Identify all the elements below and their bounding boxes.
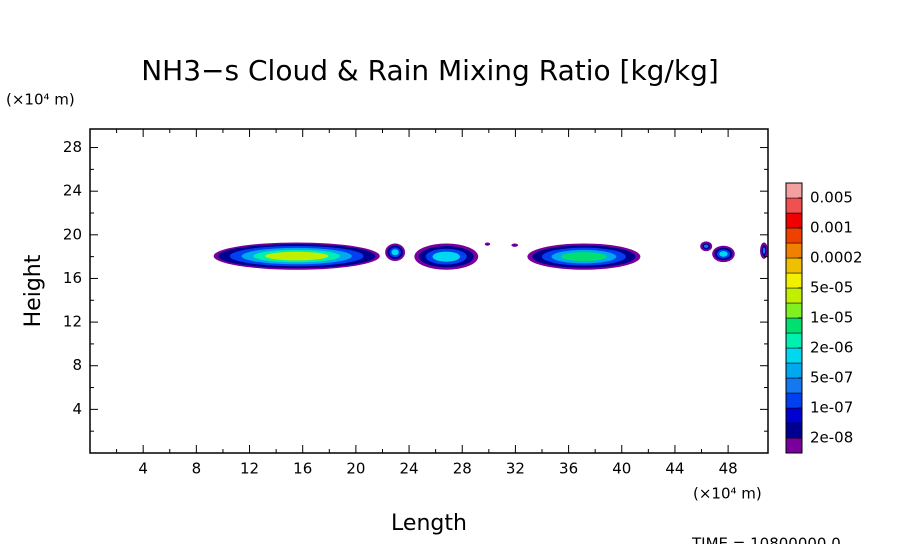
colorbar-swatch	[785, 287, 803, 304]
y-tick-label: 12	[63, 313, 82, 331]
cloud-level	[703, 244, 709, 248]
footer: TIME = 10800000.0	[691, 535, 841, 544]
x-tick-label: 48	[719, 460, 738, 478]
x-tick-label: 28	[453, 460, 472, 478]
cloud-level	[486, 243, 489, 245]
y-tick-label: 24	[63, 182, 82, 200]
x-tick-label: 16	[293, 460, 312, 478]
y-tick-label: 20	[63, 225, 82, 243]
x-tick-label: 24	[400, 460, 419, 478]
colorbar-label: 2e-08	[810, 429, 853, 447]
y-unit: (×10⁴ m)	[6, 91, 75, 109]
colorbar-label: 1e-07	[810, 399, 853, 417]
cloud-level	[513, 244, 516, 246]
colorbar-swatch	[785, 317, 803, 334]
colorbar-label: 1e-05	[810, 309, 853, 327]
colorbar-swatch	[785, 347, 803, 364]
x-tick-label: 44	[665, 460, 684, 478]
x-unit: (×10⁴ m)	[693, 485, 762, 503]
x-tick-label: 32	[506, 460, 525, 478]
cloud-level	[265, 251, 329, 261]
cloud-level	[432, 251, 461, 262]
x-axis-label: Length	[391, 511, 467, 536]
y-tick-label: 4	[72, 400, 82, 418]
colorbar-swatch	[785, 407, 803, 424]
colorbar-swatch	[785, 182, 803, 199]
colorbar-swatch	[785, 422, 803, 439]
colorbar-swatch	[785, 392, 803, 409]
x-tick-label: 36	[559, 460, 578, 478]
colorbar-swatch	[785, 242, 803, 259]
colorbar-label: 0.001	[810, 219, 853, 237]
y-tick-label: 28	[63, 138, 82, 156]
colorbar-label: 5e-07	[810, 369, 853, 387]
cloud-level	[391, 249, 399, 256]
cloud-level	[719, 251, 728, 257]
colorbar-label: 0.0002	[810, 249, 863, 267]
colorbar-label: 5e-05	[810, 279, 853, 297]
chart-title: NH3−s Cloud & Rain Mixing Ratio [kg/kg]	[141, 54, 719, 87]
colorbar-swatch	[785, 362, 803, 379]
colorbar-swatch	[785, 302, 803, 319]
colorbar-swatch	[785, 257, 803, 274]
colorbar-swatch	[785, 437, 803, 454]
colorbar-swatch	[785, 377, 803, 394]
colorbar-label: 0.005	[810, 189, 853, 207]
colorbar-swatch	[785, 197, 803, 214]
colorbar-swatch	[785, 332, 803, 349]
y-axis-label: Height	[21, 254, 46, 327]
x-tick-label: 20	[346, 460, 365, 478]
colorbar-swatch	[785, 227, 803, 244]
plot-layer	[213, 241, 768, 270]
x-tick-label: 8	[192, 460, 202, 478]
x-tick-label: 12	[240, 460, 259, 478]
colorbar-swatch	[785, 212, 803, 229]
plot-frame	[89, 128, 769, 454]
y-tick-label: 8	[72, 356, 82, 374]
y-tick-label: 16	[63, 269, 82, 287]
cloud-level	[762, 247, 766, 255]
colorbar-label: 2e-06	[810, 339, 853, 357]
x-tick-label: 40	[612, 460, 631, 478]
cloud-level	[561, 252, 607, 262]
colorbar-swatch	[785, 272, 803, 289]
x-tick-label: 4	[138, 460, 148, 478]
